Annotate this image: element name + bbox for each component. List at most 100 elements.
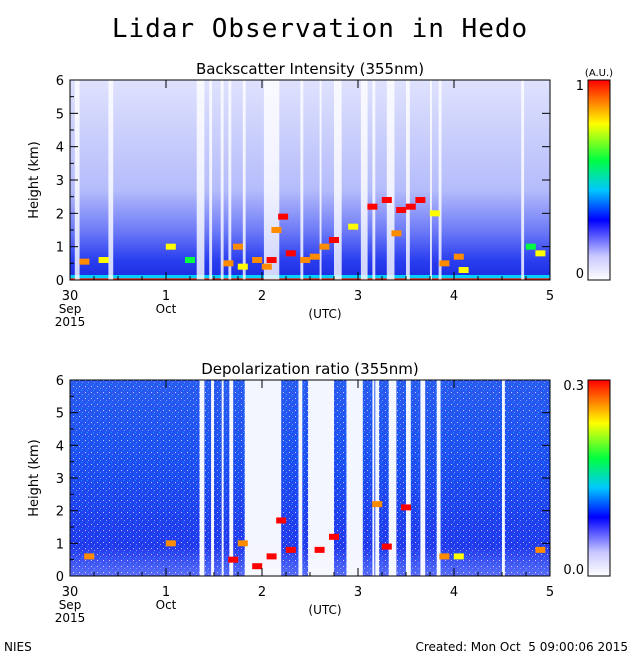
no-data-strip: [502, 380, 505, 576]
aerosol-layer-mark: [233, 243, 243, 250]
aerosol-layer-mark: [319, 243, 330, 250]
x-axis-label: (UTC): [308, 307, 341, 321]
no-data-strip: [375, 380, 380, 576]
no-data-strip: [209, 80, 213, 280]
no-data-strip: [420, 380, 426, 576]
aerosol-layer-mark: [165, 243, 176, 250]
colorbar-max-label: 1: [576, 79, 584, 94]
aerosol-layer-mark: [372, 501, 383, 508]
y-tick-label: 0: [56, 570, 64, 585]
panel-title: Backscatter Intensity (355nm): [196, 60, 424, 78]
y-axis-label: Height (km): [27, 439, 42, 516]
aerosol-layer-mark: [439, 553, 450, 560]
no-data-strip: [406, 80, 410, 280]
colorbar: [587, 79, 611, 281]
aerosol-layer-mark: [405, 203, 416, 210]
aerosol-layer-mark: [185, 257, 195, 263]
aerosol-layer-mark: [348, 223, 359, 230]
x-tick-label: 5: [546, 585, 554, 600]
aerosol-layer-mark: [314, 546, 325, 553]
aerosol-layer-mark: [381, 543, 392, 550]
aerosol-layer-mark: [261, 263, 272, 270]
y-tick-label: 0: [56, 274, 64, 289]
aerosol-layer-mark: [300, 257, 311, 263]
y-tick-label: 6: [56, 374, 64, 389]
aerosol-layer-mark: [535, 546, 546, 553]
y-tick-label: 4: [56, 439, 64, 454]
no-data-strip: [263, 80, 280, 280]
y-tick-label: 5: [56, 107, 64, 122]
footer-created-timestamp: Created: Mon Oct 5 09:00:06 2015: [415, 640, 628, 654]
x-tick-label: 5: [546, 289, 554, 304]
y-tick-label: 5: [56, 407, 64, 422]
aerosol-layer-mark: [79, 258, 90, 265]
y-axis-label: Height (km): [27, 141, 42, 218]
aerosol-layer-mark: [381, 197, 392, 203]
no-data-strip: [211, 380, 214, 576]
no-data-strip: [372, 380, 375, 576]
x-tick-label: 30: [62, 585, 79, 600]
footer-credit: NIES: [4, 640, 32, 654]
colorbar-max-label: 0.3: [563, 379, 584, 394]
x-year-label: 2015: [55, 611, 86, 625]
x-tick-label: 3: [354, 585, 362, 600]
aerosol-layer-mark: [415, 197, 426, 203]
x-tick-label: 2: [258, 289, 266, 304]
no-data-strip: [244, 380, 282, 576]
panel-backscatter: Backscatter Intensity (355nm) 0 1 2 3 4 5 6 Heig…: [27, 60, 613, 329]
no-data-strip: [242, 80, 246, 280]
aerosol-layer-mark: [329, 533, 339, 540]
aerosol-layer-mark: [278, 213, 289, 220]
no-data-strip: [334, 80, 342, 280]
aerosol-layer-mark: [453, 553, 464, 560]
no-data-strip: [372, 80, 376, 280]
no-data-strip: [229, 380, 234, 576]
aerosol-layer-mark: [458, 267, 469, 273]
aerosol-layer-mark: [228, 556, 239, 563]
x-tick-label: 1: [162, 289, 170, 304]
aerosol-layer-mark: [223, 260, 234, 267]
y-tick-label: 1: [56, 537, 64, 552]
aerosol-layer-mark: [453, 253, 464, 260]
x-tick-sublabel: Oct: [156, 302, 177, 316]
y-tick-label: 1: [56, 241, 64, 256]
x-tick-label: 4: [450, 289, 458, 304]
aerosol-layer-mark: [252, 257, 263, 263]
no-data-strip: [386, 80, 395, 280]
x-axis-label: (UTC): [308, 603, 341, 617]
no-data-strip: [521, 80, 525, 280]
no-data-strip: [298, 380, 303, 576]
colorbar-unit-label: (A.U.): [585, 68, 613, 79]
no-data-strip: [196, 80, 205, 280]
y-tick-label: 4: [56, 141, 64, 156]
y-tick-label: 2: [56, 505, 64, 520]
no-data-strip: [108, 80, 114, 280]
x-tick-label: 30: [62, 289, 79, 304]
x-tick-label: 2: [258, 585, 266, 600]
aerosol-layer-mark: [276, 517, 287, 524]
panel-background: [70, 80, 550, 280]
panel-title: Depolarization ratio (355nm): [201, 360, 419, 378]
panel-depolarization: Depolarization ratio (355nm) 0 1 2 3 4 5 6 Heigh…: [27, 360, 611, 625]
no-data-strip: [319, 80, 322, 280]
no-data-strip: [360, 80, 368, 280]
no-data-strip: [308, 380, 334, 576]
no-data-strip: [346, 380, 363, 576]
x-tick-sublabel: Sep: [59, 598, 82, 612]
no-data-strip: [220, 80, 224, 280]
no-data-strip: [228, 80, 232, 280]
x-year-label: 2015: [55, 315, 86, 329]
aerosol-layer-mark: [252, 563, 263, 570]
aerosol-layer-mark: [535, 250, 546, 257]
aerosol-layer-mark: [98, 257, 109, 263]
aerosol-layer-mark: [525, 243, 536, 250]
aerosol-layer-mark: [391, 230, 402, 237]
aerosol-layer-mark: [84, 553, 95, 560]
no-data-strip: [438, 80, 442, 280]
aerosol-layer-mark: [285, 546, 296, 553]
aerosol-layer-mark: [429, 210, 440, 217]
x-tick-label: 3: [354, 289, 362, 304]
aerosol-layer-mark: [309, 253, 320, 260]
aerosol-layer-mark: [237, 540, 248, 547]
